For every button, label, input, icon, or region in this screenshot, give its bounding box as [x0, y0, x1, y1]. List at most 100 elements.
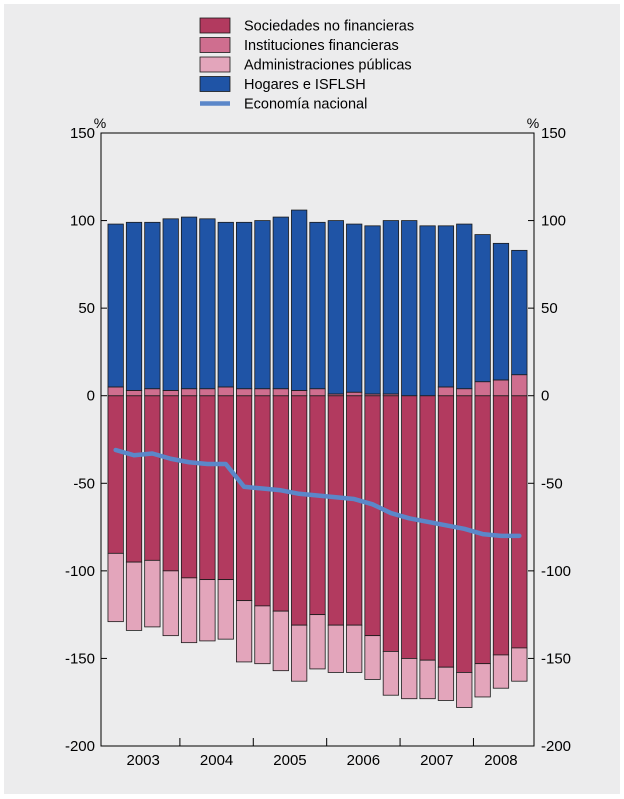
- bar-segment-s0-q17: [419, 395, 436, 661]
- plot-frame: [100, 132, 535, 747]
- bar-segment-s2-q3: [162, 570, 179, 637]
- bar-segment-s1-q11: [309, 388, 326, 397]
- bar-segment-s3-q6: [217, 221, 234, 388]
- bar-segment-s3-q10: [291, 209, 308, 391]
- bar-segment-s0-q21: [492, 395, 510, 656]
- xtick-label-year: 2005: [273, 752, 306, 769]
- bar-segment-s3-q19: [456, 223, 473, 390]
- legend-swatch: [199, 17, 231, 34]
- bar-segment-s0-q8: [254, 395, 271, 607]
- bar-segment-s3-q11: [309, 221, 326, 390]
- bar-segment-s0-q9: [272, 395, 289, 612]
- bar-segment-s3-q16: [401, 220, 418, 397]
- bar-segment-s0-q22: [511, 395, 528, 649]
- bar-segment-s0-q4: [180, 395, 198, 579]
- bar-segment-s1-q9: [272, 388, 289, 397]
- bar-segment-s2-q10: [291, 624, 308, 682]
- ytick-label-right: 100: [541, 213, 566, 230]
- bar-segment-s3-q8: [254, 220, 271, 390]
- xtick-label-year: 2004: [200, 752, 233, 769]
- xtick-label-year: 2003: [127, 752, 160, 769]
- bar-segment-s1-q10: [291, 390, 308, 397]
- bar-segment-s0-q12: [327, 395, 344, 626]
- bar-segment-s0-q7: [235, 395, 253, 602]
- bar-segment-s1-q7: [235, 388, 253, 397]
- bar-segment-s2-q12: [327, 624, 344, 673]
- legend-swatch: [199, 56, 231, 73]
- bar-segment-s3-q20: [474, 234, 491, 383]
- bar-segment-s0-q0: [107, 395, 124, 554]
- y-unit-right: %: [527, 115, 539, 131]
- ytick-label-left: -150: [65, 650, 95, 667]
- bar-segment-s2-q4: [180, 577, 198, 644]
- ytick-label-right: 150: [541, 125, 566, 142]
- bar-segment-s1-q1: [125, 390, 143, 397]
- bar-segment-s1-q18: [437, 386, 455, 397]
- bar-segment-s2-q14: [364, 635, 381, 680]
- bar-segment-s1-q8: [254, 388, 271, 397]
- bar-segment-s2-q20: [474, 663, 491, 698]
- bar-segment-s0-q19: [456, 395, 473, 673]
- bar-segment-s2-q16: [401, 658, 418, 700]
- bar-segment-s2-q19: [456, 672, 473, 708]
- bar-segment-s2-q9: [272, 610, 289, 672]
- bar-segment-s3-q7: [235, 221, 253, 390]
- bar-segment-s1-q13: [346, 391, 363, 397]
- chart-background: Sociedades no financieras Instituciones f…: [4, 4, 620, 794]
- bar-segment-s0-q18: [437, 395, 455, 668]
- ytick-label-right: 50: [541, 300, 558, 317]
- bar-segment-s1-q22: [511, 374, 528, 397]
- bar-segment-s0-q20: [474, 395, 491, 665]
- bar-segment-s3-q5: [199, 218, 216, 390]
- bar-segment-s3-q12: [327, 220, 344, 395]
- bar-segment-s1-q20: [474, 381, 491, 397]
- bar-segment-s3-q13: [346, 223, 363, 393]
- y-unit-left: %: [94, 115, 106, 131]
- bar-segment-s2-q21: [492, 654, 510, 689]
- bar-segment-s1-q19: [456, 388, 473, 397]
- bar-segment-s0-q6: [217, 395, 234, 581]
- bar-segment-s3-q15: [382, 220, 399, 395]
- legend-swatch: [199, 37, 231, 53]
- bar-segment-s3-q4: [180, 216, 198, 390]
- legend-label: Economía nacional: [244, 97, 367, 113]
- bar-segment-s0-q2: [144, 395, 161, 561]
- xtick-label-year: 2008: [484, 752, 517, 769]
- bar-segment-s1-q6: [217, 386, 234, 397]
- bar-segment-s3-q3: [162, 218, 179, 391]
- legend-label: Instituciones financieras: [244, 38, 399, 54]
- bar-segment-s0-q14: [364, 395, 381, 637]
- bar-segment-s3-q22: [511, 249, 528, 376]
- bar-segment-s3-q2: [144, 221, 161, 390]
- bar-segment-s3-q0: [107, 223, 124, 388]
- ytick-label-left: 150: [70, 125, 95, 142]
- xtick-label-year: 2007: [420, 752, 453, 769]
- axes-layer: 150 150 100 100 50 50 0 0 -50 -50 -100 -100 -150 -150…: [65, 115, 571, 769]
- ytick-label-left: 50: [78, 300, 95, 317]
- legend-label: Administraciones públicas: [244, 58, 412, 74]
- bar-segment-s2-q18: [437, 666, 455, 701]
- ytick-label-right: -200: [541, 738, 571, 755]
- bar-segment-s3-q1: [125, 221, 143, 391]
- stacked-bar-chart: Sociedades no financieras Instituciones f…: [65, 17, 571, 769]
- bar-segment-s0-q10: [291, 395, 308, 626]
- bar-segment-s2-q11: [309, 614, 326, 670]
- bar-segment-s3-q9: [272, 216, 289, 390]
- bar-segment-s2-q5: [199, 579, 216, 642]
- bar-segment-s2-q6: [217, 579, 234, 640]
- bar-segment-s2-q15: [382, 651, 399, 696]
- xtick-label-year: 2006: [347, 752, 380, 769]
- bar-segment-s2-q2: [144, 559, 161, 628]
- bar-segment-s2-q8: [254, 605, 271, 665]
- bar-segment-s0-q3: [162, 395, 179, 572]
- bar-segment-s3-q21: [492, 242, 510, 381]
- ytick-label-right: -150: [541, 650, 571, 667]
- bar-segment-s0-q13: [346, 395, 363, 626]
- bar-segment-s2-q22: [511, 647, 528, 682]
- legend-label: Hogares e ISFLSH: [244, 77, 366, 93]
- ytick-label-left: 100: [70, 213, 95, 230]
- bar-segment-s2-q0: [107, 552, 124, 623]
- bar-segment-s1-q3: [162, 390, 179, 397]
- ytick-label-left: -100: [65, 563, 95, 580]
- ytick-label-left: -200: [65, 738, 95, 755]
